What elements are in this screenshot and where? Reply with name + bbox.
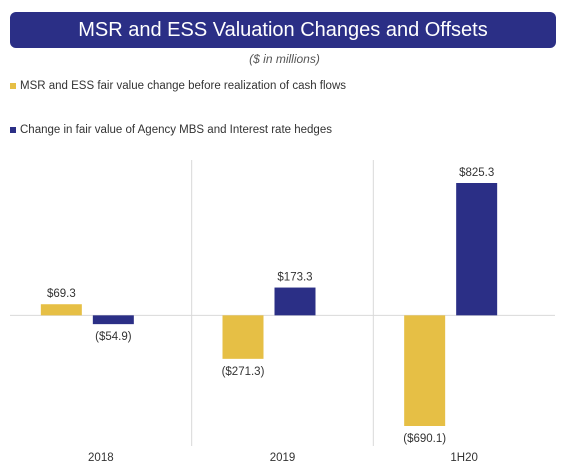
bar-msr-1h20 <box>404 315 446 426</box>
legend-swatch-hedges <box>10 127 16 133</box>
legend-item-msr: MSR and ESS fair value change before rea… <box>10 80 346 92</box>
chart-title: MSR and ESS Valuation Changes and Offset… <box>78 18 488 41</box>
bar-hedges-2019 <box>274 287 316 316</box>
x-tick-label-1h20: 1H20 <box>450 452 478 464</box>
data-label-msr-1h20: ($690.1) <box>403 433 446 445</box>
legend-item-hedges: Change in fair value of Agency MBS and I… <box>10 124 332 136</box>
legend-swatch-msr <box>10 83 16 89</box>
bar-hedges-1h20 <box>456 183 498 316</box>
data-label-hedges-2019: $173.3 <box>277 272 312 284</box>
bar-msr-2019 <box>222 315 264 359</box>
bar-hedges-2018 <box>92 315 134 325</box>
data-label-msr-2019: ($271.3) <box>222 366 265 378</box>
x-tick-label-2019: 2019 <box>270 452 296 464</box>
data-label-hedges-1h20: $825.3 <box>459 167 494 179</box>
bar-msr-2018 <box>40 304 82 316</box>
legend-label-msr: MSR and ESS fair value change before rea… <box>20 80 347 92</box>
chart-subtitle: ($ in millions) <box>249 52 320 66</box>
data-label-msr-2018: $69.3 <box>47 288 76 300</box>
legend-label-hedges: Change in fair value of Agency MBS and I… <box>20 124 332 136</box>
data-label-hedges-2018: ($54.9) <box>95 331 132 343</box>
chart-title-bar: MSR and ESS Valuation Changes and Offset… <box>10 12 556 48</box>
x-tick-label-2018: 2018 <box>88 452 114 464</box>
